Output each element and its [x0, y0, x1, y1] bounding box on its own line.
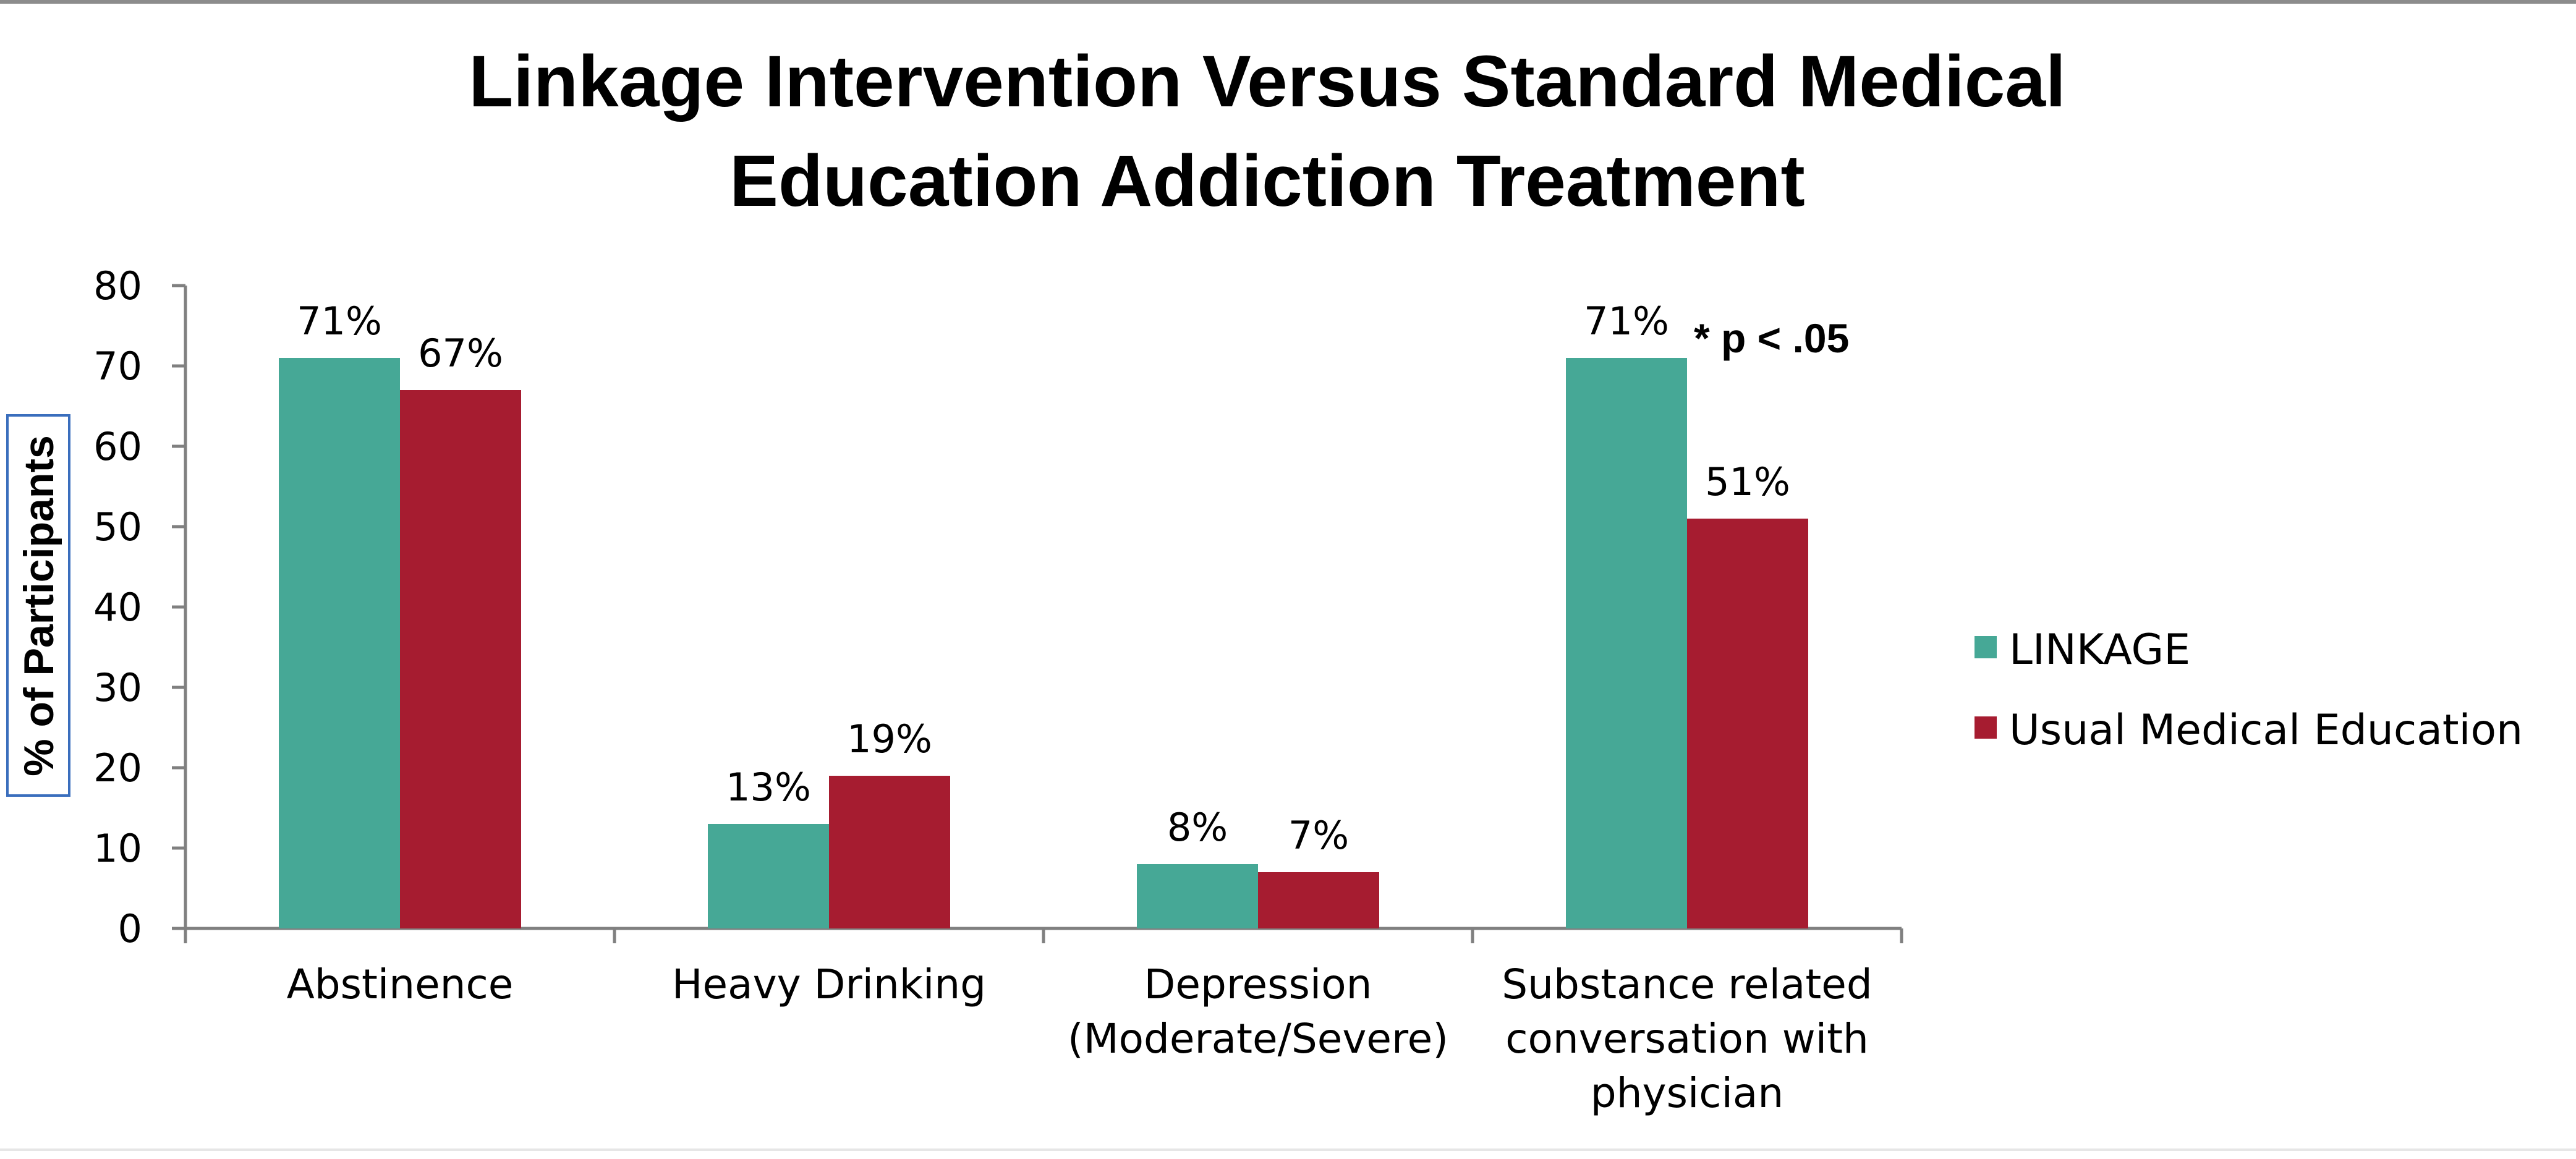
- data-label: 19%: [847, 716, 932, 762]
- bar-linkage: [279, 358, 400, 928]
- bar-linkage: [708, 824, 829, 928]
- chart-title-line-2: Education Addiction Treatment: [729, 140, 1805, 222]
- y-axis-label: % of Participants: [15, 435, 62, 776]
- bar-linkage: [1137, 864, 1258, 928]
- axes: 0 10 20 30 40 50 60 70 80: [93, 263, 1903, 951]
- bar-usual-medical-education: [829, 776, 950, 928]
- bar-usual-medical-education: [1258, 872, 1379, 928]
- data-label: 51%: [1705, 459, 1790, 504]
- data-label: 8%: [1167, 805, 1228, 850]
- legend-label-usual-medical-education: Usual Medical Education: [2009, 706, 2523, 755]
- chart-title: Linkage Intervention Versus Standard Med…: [469, 41, 2066, 222]
- significance-annotation: * p < .05: [1694, 315, 1849, 361]
- category-labels: Abstinence Heavy Drinking Depression (Moder…: [287, 961, 1872, 1117]
- y-tick-label: 20: [93, 745, 142, 791]
- y-tick-label: 10: [93, 826, 142, 871]
- legend-swatch-linkage: [1975, 636, 1997, 658]
- data-label: 67%: [418, 331, 503, 376]
- category-label: physician: [1591, 1069, 1783, 1117]
- category-label: Depression: [1144, 961, 1372, 1008]
- category-label: (Moderate/Severe): [1068, 1015, 1448, 1063]
- y-axis-label-group: % of Participants: [6, 414, 70, 797]
- data-label: 71%: [1584, 299, 1669, 344]
- legend: LINKAGE Usual Medical Education: [1975, 626, 2523, 755]
- data-label: 13%: [726, 765, 811, 810]
- y-tick-label: 40: [93, 585, 142, 630]
- y-axis-label-box: [6, 414, 70, 797]
- bars: [279, 358, 1808, 928]
- category-label: Abstinence: [287, 961, 514, 1008]
- y-tick-label: 60: [93, 424, 142, 469]
- bar-linkage: [1566, 358, 1687, 928]
- data-label: 71%: [297, 299, 382, 344]
- chart-title-line-1: Linkage Intervention Versus Standard Med…: [469, 41, 2066, 122]
- category-label: Substance related: [1502, 961, 1872, 1008]
- data-label: 7%: [1288, 813, 1349, 858]
- y-tick-label: 70: [93, 344, 142, 389]
- data-labels: 71% 13% 8% 71% 67% 19% 7% 51%: [297, 299, 1790, 858]
- category-label: conversation with: [1505, 1015, 1869, 1063]
- y-tick-label: 50: [93, 504, 142, 550]
- legend-swatch-usual-medical-education: [1975, 716, 1997, 739]
- y-tick-label: 30: [93, 665, 142, 710]
- bar-usual-medical-education: [1687, 519, 1808, 928]
- legend-label-linkage: LINKAGE: [2009, 626, 2190, 674]
- category-label: Heavy Drinking: [672, 961, 986, 1008]
- y-tick-label: 0: [118, 906, 142, 951]
- y-tick-label: 80: [93, 263, 142, 308]
- bar-usual-medical-education: [400, 390, 521, 928]
